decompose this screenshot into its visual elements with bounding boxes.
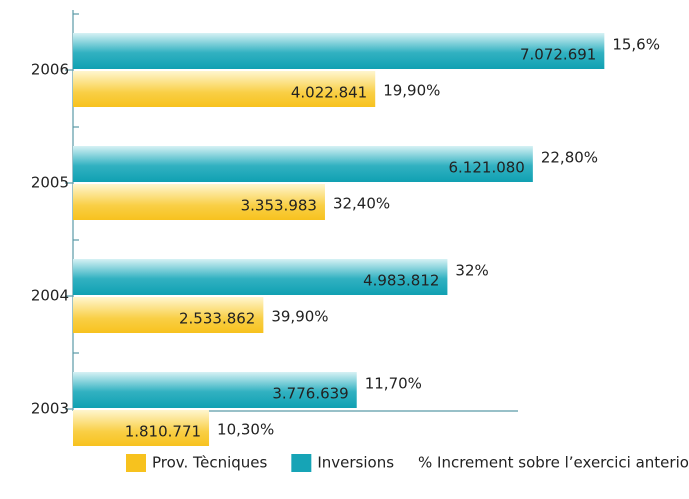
value-label: 1.810.771 [125, 423, 201, 441]
y-tick-label: 2005 [31, 174, 69, 192]
increment-label: 22,80% [541, 149, 598, 167]
increment-label: 15,6% [612, 36, 660, 54]
bar [73, 297, 264, 333]
legend-label: Prov. Tècniques [152, 454, 268, 472]
value-label: 7.072.691 [520, 46, 596, 64]
legend-label: Inversions [317, 454, 394, 472]
value-label: 3.353.983 [241, 197, 317, 215]
bar [73, 184, 325, 220]
increment-label: 32,40% [333, 195, 390, 213]
increment-label: 32% [455, 262, 488, 280]
legend-swatch [126, 454, 146, 472]
bar [73, 410, 210, 446]
y-tick-label: 2004 [31, 287, 69, 305]
value-label: 6.121.080 [449, 159, 525, 177]
value-label: 2.533.862 [179, 310, 255, 328]
increment-label: 19,90% [383, 82, 440, 100]
bar [73, 33, 605, 69]
bar [73, 146, 533, 182]
bar [73, 372, 357, 408]
increment-label: 39,90% [271, 308, 328, 326]
increment-label: 11,70% [365, 375, 422, 393]
bar [73, 259, 448, 295]
legend-note: % Increment sobre l’exercici anterior [418, 454, 689, 472]
y-tick-label: 2006 [31, 61, 69, 79]
legend-swatch [291, 454, 312, 472]
increment-label: 10,30% [217, 421, 274, 439]
bar [73, 71, 376, 107]
value-label: 4.022.841 [291, 84, 367, 102]
value-label: 3.776.639 [272, 385, 348, 403]
y-tick-label: 2003 [31, 400, 69, 418]
value-label: 4.983.812 [363, 272, 439, 290]
